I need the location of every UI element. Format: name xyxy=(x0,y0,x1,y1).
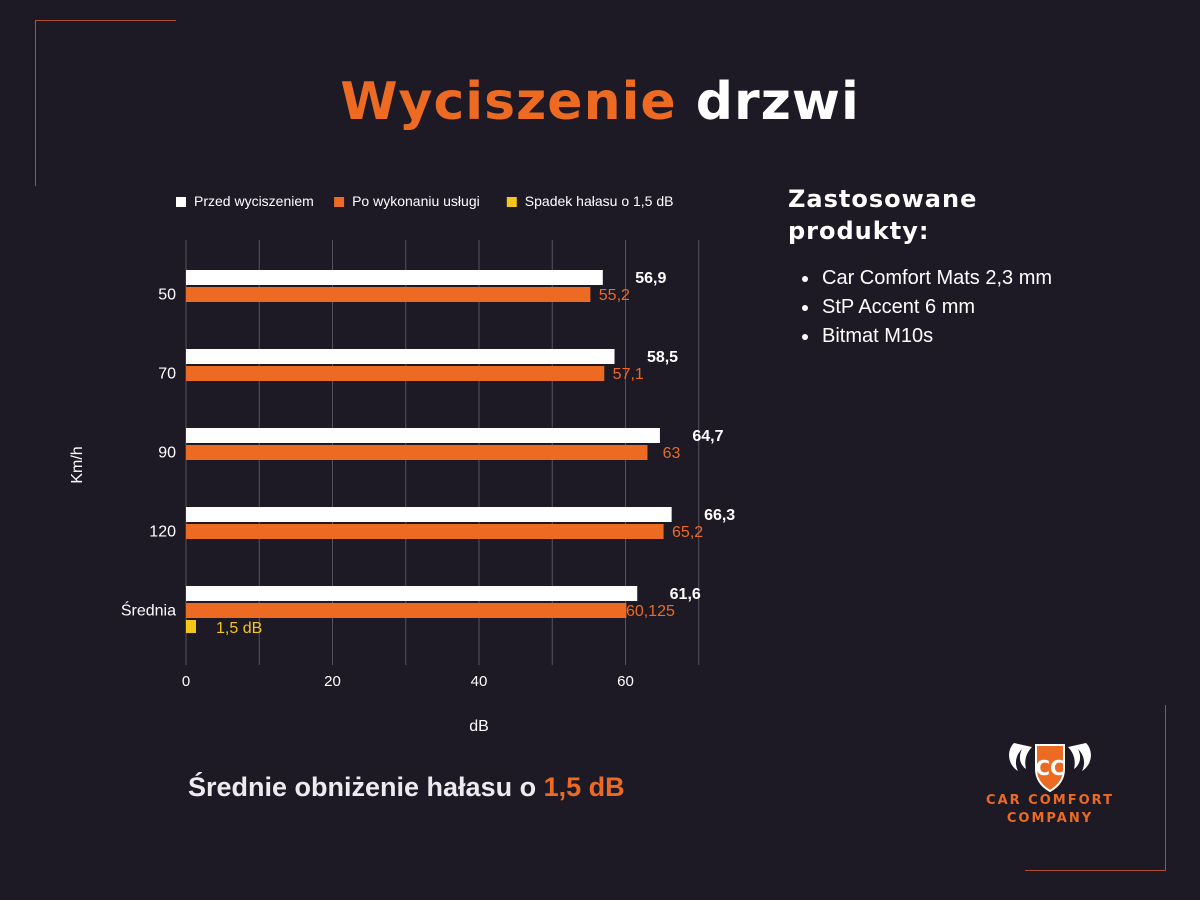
data-label: 56,9 xyxy=(635,270,666,287)
logo-text-line2: COMPANY xyxy=(1006,811,1094,826)
bar xyxy=(186,507,672,522)
chart-x-tick-labels: 020406080 xyxy=(182,673,634,690)
data-label: 61,6 xyxy=(670,586,701,603)
bar xyxy=(186,270,603,285)
chart-category-labels: 50 70 90 120 Średnia xyxy=(121,287,176,620)
bar xyxy=(186,603,627,618)
bar xyxy=(186,428,660,443)
y-axis-label: Km/h xyxy=(69,446,86,483)
bar xyxy=(186,366,605,381)
data-label: 65,2 xyxy=(672,524,703,541)
product-item: Car Comfort Mats 2,3 mm xyxy=(800,264,1052,293)
data-label: 63 xyxy=(663,445,681,462)
products-heading-line2: produkty: xyxy=(788,217,930,245)
data-label: 64,7 xyxy=(692,428,723,445)
noise-bar-chart: Przed wyciszeniem Po wykonaniu usługi Spad… xyxy=(69,193,735,735)
summary-text: Średnie obniżenie hałasu o 1,5 dB xyxy=(188,772,625,803)
x-axis-label: dB xyxy=(469,718,489,735)
chart-bars: 56,9 55,2 58,557,1 64,7 63 66,365,2 61,660,125… xyxy=(186,270,735,637)
chart-legend: Przed wyciszeniem Po wykonaniu usługi Spad… xyxy=(176,193,673,209)
data-label: 58,5 xyxy=(647,349,678,366)
legend-swatch xyxy=(506,197,517,207)
summary-prefix: Średnie obniżenie hałasu o xyxy=(188,772,537,802)
company-logo: CC CAR COMFORT COMPANY xyxy=(970,735,1130,835)
data-label: 66,3 xyxy=(704,507,735,524)
bar xyxy=(186,349,615,364)
summary-value: 1,5 dB xyxy=(543,772,625,802)
x-tick-label: 40 xyxy=(471,673,488,690)
data-label: 55,2 xyxy=(599,287,630,304)
x-tick-label: 60 xyxy=(617,673,634,690)
data-label: 1,5 dB xyxy=(216,620,262,637)
x-tick-label: 0 xyxy=(182,673,190,690)
logo-emblem-icon: CC xyxy=(1009,743,1091,793)
logo-text-line1: CAR COMFORT xyxy=(986,793,1114,808)
logo-initials: CC xyxy=(1035,756,1064,780)
corner-decoration-top-left xyxy=(35,20,176,186)
bar xyxy=(186,445,648,460)
bar xyxy=(186,524,664,539)
category-label: Średnia xyxy=(121,601,176,620)
product-item: Bitmat M10s xyxy=(800,322,1052,351)
category-label: 50 xyxy=(158,287,176,304)
products-heading-line1: Zastosowane xyxy=(788,185,978,213)
legend-label: Po wykonaniu usługi xyxy=(352,193,480,209)
legend-swatch xyxy=(334,197,345,207)
products-heading: Zastosowane produkty: xyxy=(788,183,977,247)
legend-label: Przed wyciszeniem xyxy=(194,193,314,209)
product-item: StP Accent 6 mm xyxy=(800,293,1052,322)
category-label: 120 xyxy=(149,524,176,541)
page-title: Wyciszenie drzwi xyxy=(0,72,1200,132)
products-list: Car Comfort Mats 2,3 mm StP Accent 6 mm … xyxy=(800,264,1052,351)
bar xyxy=(186,620,196,633)
data-label: 57,1 xyxy=(613,366,644,383)
legend-swatch xyxy=(176,197,186,207)
corner-decoration-bottom-right xyxy=(1025,705,1166,871)
x-tick-label: 20 xyxy=(324,673,341,690)
data-label: 60,125 xyxy=(626,603,675,620)
category-label: 90 xyxy=(158,445,176,462)
title-word-white: drzwi xyxy=(695,72,860,132)
bar xyxy=(186,586,638,601)
legend-label: Spadek hałasu o 1,5 dB xyxy=(525,193,674,209)
title-word-accent: Wyciszenie xyxy=(340,72,677,132)
bar xyxy=(186,287,591,302)
category-label: 70 xyxy=(158,366,176,383)
